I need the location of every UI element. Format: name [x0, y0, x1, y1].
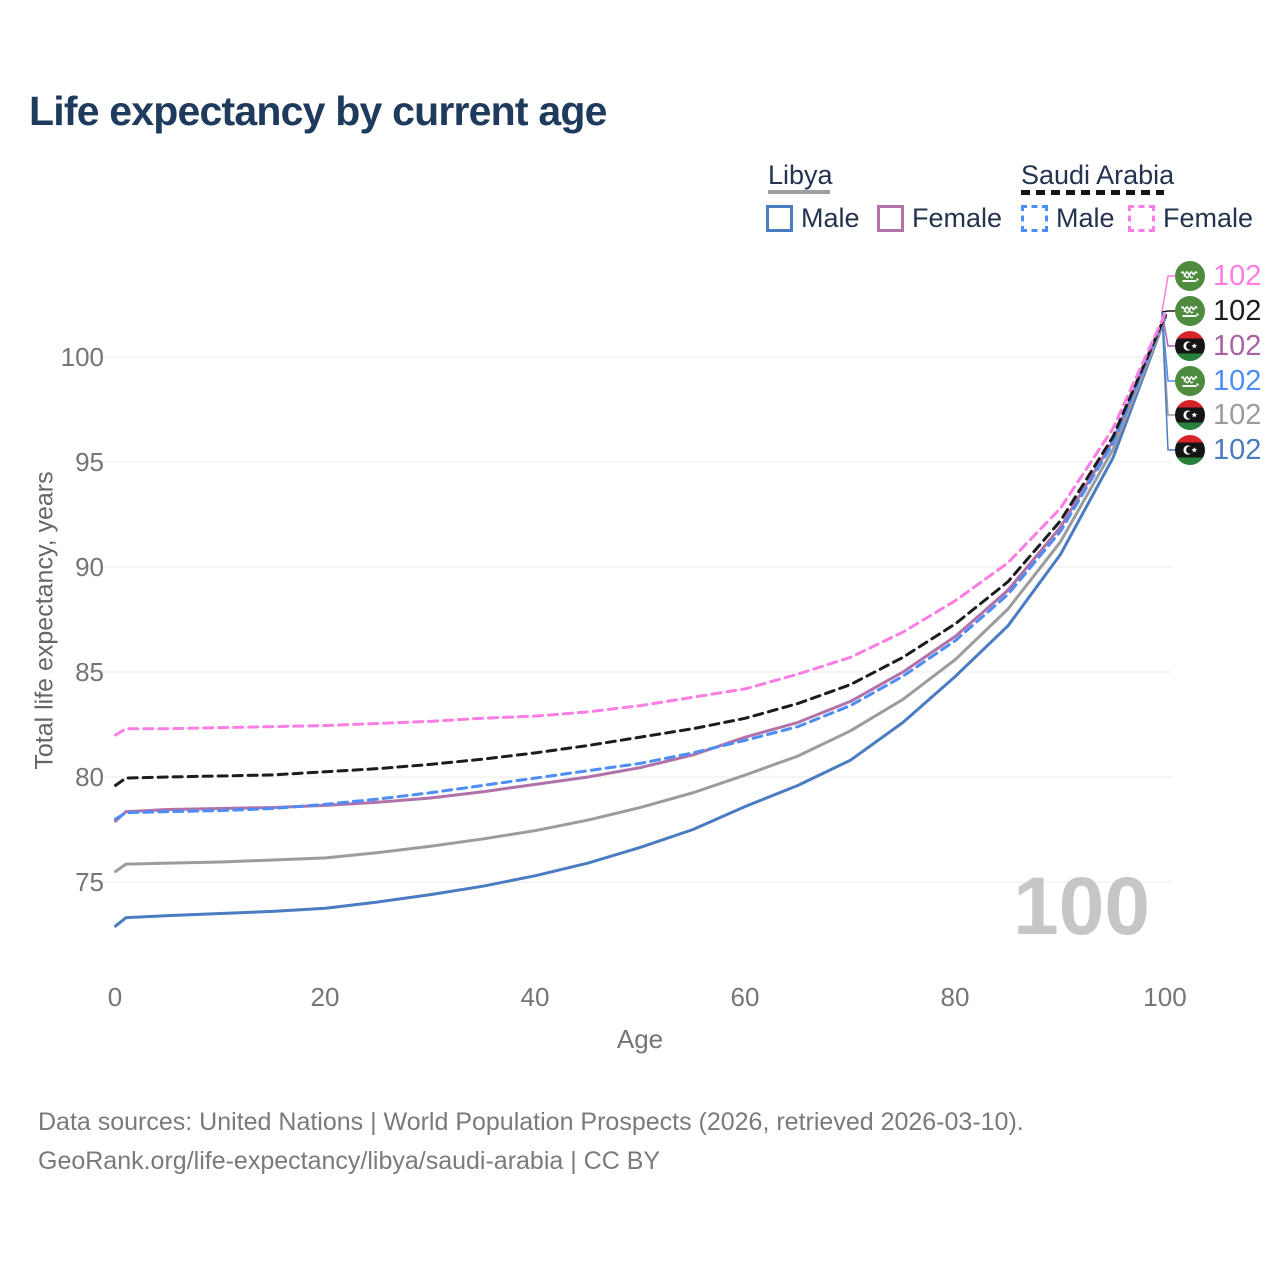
- legend-swatch-libya-male[interactable]: [766, 205, 793, 232]
- endpoint-value: 102: [1213, 433, 1262, 466]
- endpoint-value: 102: [1213, 294, 1262, 327]
- y-tick-80: 80: [75, 762, 104, 792]
- series-line-libya-total[interactable]: [114, 315, 1167, 873]
- legend-country-saudi-arabia[interactable]: Saudi Arabia: [1021, 160, 1175, 190]
- endpoint-value: 102: [1213, 398, 1262, 431]
- legend-item-saudi-male[interactable]: Male: [1056, 203, 1115, 233]
- legend-item-saudi-female[interactable]: Female: [1163, 203, 1254, 233]
- series-line-libya-male[interactable]: [114, 315, 1167, 928]
- x-tick-0: 0: [107, 982, 123, 1012]
- legend-libya-line-swatch: [768, 190, 830, 194]
- saudi-arabia-flag-icon: [1175, 296, 1205, 326]
- endpoint-value: 102: [1213, 364, 1262, 397]
- data-sources-note: Data sources: United Nations | World Pop…: [38, 1108, 1024, 1136]
- leader-line: [1161, 275, 1175, 313]
- leader-line: [1161, 310, 1175, 313]
- y-tick-95: 95: [75, 447, 104, 477]
- saudi-arabia-flag-icon: [1175, 366, 1205, 396]
- endpoint-label-libya-total[interactable]: 102: [1175, 399, 1261, 431]
- x-tick-40: 40: [520, 982, 550, 1012]
- libya-flag-icon: [1175, 435, 1205, 465]
- endpoint-label-libya-male[interactable]: 102: [1175, 434, 1261, 466]
- series-line-saudi-female[interactable]: [114, 311, 1167, 737]
- endpoint-label-saudi-total[interactable]: 102: [1175, 295, 1261, 327]
- y-tick-75: 75: [75, 867, 104, 897]
- series-line-saudi-male[interactable]: [114, 313, 1167, 821]
- endpoint-label-saudi-female[interactable]: 102: [1175, 260, 1261, 292]
- attribution-note: GeoRank.org/life-expectancy/libya/saudi-…: [38, 1147, 661, 1175]
- endpoint-value: 102: [1213, 329, 1262, 362]
- y-axis-title: Total life expectancy, years: [30, 471, 59, 770]
- x-tick-100: 100: [1143, 982, 1187, 1012]
- x-axis-title: Age: [616, 1024, 664, 1054]
- legend-saudi-line-swatch: [1021, 190, 1164, 195]
- hovered-age-watermark: 100: [1013, 861, 1150, 952]
- page-title: Life expectancy by current age: [29, 88, 607, 134]
- legend-swatch-saudi-female[interactable]: [1128, 205, 1155, 232]
- series-line-libya-female[interactable]: [114, 313, 1167, 823]
- libya-flag-icon: [1175, 400, 1205, 430]
- saudi-arabia-flag-icon: [1175, 261, 1205, 291]
- endpoint-label-libya-female[interactable]: 102: [1175, 330, 1261, 362]
- x-tick-80: 80: [940, 982, 970, 1012]
- legend-item-libya-female[interactable]: Female: [912, 203, 1003, 233]
- x-tick-60: 60: [730, 982, 760, 1012]
- legend-swatch-libya-female[interactable]: [877, 205, 904, 232]
- y-tick-100: 100: [60, 342, 104, 372]
- endpoint-value: 102: [1213, 259, 1262, 292]
- endpoint-label-saudi-male[interactable]: 102: [1175, 365, 1261, 397]
- legend-country-libya[interactable]: Libya: [768, 160, 833, 190]
- x-tick-20: 20: [310, 982, 340, 1012]
- y-tick-85: 85: [75, 657, 104, 687]
- libya-flag-icon: [1175, 331, 1205, 361]
- series-line-saudi-total[interactable]: [114, 313, 1167, 787]
- legend-item-libya-male[interactable]: Male: [801, 203, 860, 233]
- legend-swatch-saudi-male[interactable]: [1021, 205, 1048, 232]
- y-tick-90: 90: [75, 552, 104, 582]
- leader-line: [1161, 311, 1175, 451]
